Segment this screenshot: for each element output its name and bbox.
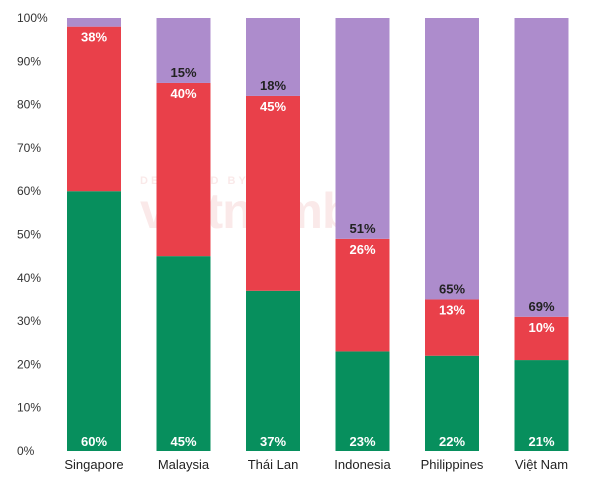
y-tick-label: 90% — [17, 54, 41, 68]
x-tick-label-viet-nam: Việt Nam — [515, 457, 568, 472]
y-tick-label: 30% — [17, 314, 41, 328]
data-label-indonesia-2: 51% — [349, 221, 375, 236]
bar-segment-indonesia-1 — [335, 238, 390, 352]
segment-labels-group: 60% 38% 45% 40% 15% 37% 45% 18% 23% 26% 51% 22% 13% 6… — [81, 30, 555, 449]
bar-segment-viet-nam-2 — [514, 18, 569, 317]
bar-segment-philippines-2 — [425, 18, 479, 300]
bar-segment-malaysia-2 — [156, 18, 211, 83]
y-tick-label: 20% — [17, 357, 41, 371]
y-tick-label: 40% — [17, 271, 41, 285]
data-label-singapore-1: 38% — [81, 30, 107, 45]
data-label-indonesia-0: 23% — [349, 434, 375, 449]
bar-segment-singapore-1 — [67, 26, 121, 192]
bar-segment-viet-nam-0 — [514, 360, 569, 451]
bar-segment-indonesia-2 — [335, 18, 390, 239]
bar-segment-indonesia-0 — [335, 351, 390, 451]
x-tick-label-thai-lan: Thái Lan — [248, 457, 299, 472]
data-label-philippines-2: 65% — [439, 281, 465, 296]
x-axis-labels: Singapore Malaysia Thái Lan Indonesia Philip… — [64, 457, 568, 472]
data-label-indonesia-1: 26% — [349, 242, 375, 257]
y-axis-ticks: 0% 10% 20% 30% 40% 50% 60% 70% 80% 90% 100% — [17, 11, 48, 458]
bar-segment-singapore-2 — [67, 18, 121, 27]
data-label-singapore-0: 60% — [81, 434, 107, 449]
data-label-philippines-0: 22% — [439, 434, 465, 449]
y-tick-label: 100% — [17, 11, 48, 25]
data-label-thai-lan-1: 45% — [260, 99, 286, 114]
data-label-malaysia-2: 15% — [170, 65, 196, 80]
y-tick-label: 0% — [17, 444, 35, 458]
y-tick-label: 60% — [17, 184, 41, 198]
bar-segment-viet-nam-1 — [514, 316, 569, 361]
y-tick-label: 80% — [17, 98, 41, 112]
data-label-viet-nam-1: 10% — [528, 320, 554, 335]
x-tick-label-indonesia: Indonesia — [334, 457, 391, 472]
bar-segment-singapore-0 — [67, 191, 121, 451]
data-label-malaysia-0: 45% — [170, 434, 196, 449]
data-label-viet-nam-0: 21% — [528, 434, 554, 449]
data-label-thai-lan-2: 18% — [260, 78, 286, 93]
y-tick-label: 50% — [17, 228, 41, 242]
y-tick-label: 10% — [17, 401, 41, 415]
x-tick-label-singapore: Singapore — [64, 457, 123, 472]
x-tick-label-philippines: Philippines — [421, 457, 484, 472]
x-tick-label-malaysia: Malaysia — [158, 457, 210, 472]
data-label-thai-lan-0: 37% — [260, 434, 286, 449]
bar-segment-philippines-0 — [425, 355, 479, 451]
bar-segment-thai-lan-1 — [246, 95, 300, 291]
bar-segment-philippines-1 — [425, 299, 479, 356]
bar-segment-thai-lan-0 — [246, 290, 300, 451]
bar-segment-malaysia-0 — [156, 256, 211, 451]
bar-segment-malaysia-1 — [156, 82, 211, 257]
bar-segment-thai-lan-2 — [246, 18, 300, 96]
data-label-viet-nam-2: 69% — [528, 299, 554, 314]
data-label-philippines-1: 13% — [439, 302, 465, 317]
y-tick-label: 70% — [17, 141, 41, 155]
bars-group — [67, 18, 569, 451]
data-label-malaysia-1: 40% — [170, 86, 196, 101]
